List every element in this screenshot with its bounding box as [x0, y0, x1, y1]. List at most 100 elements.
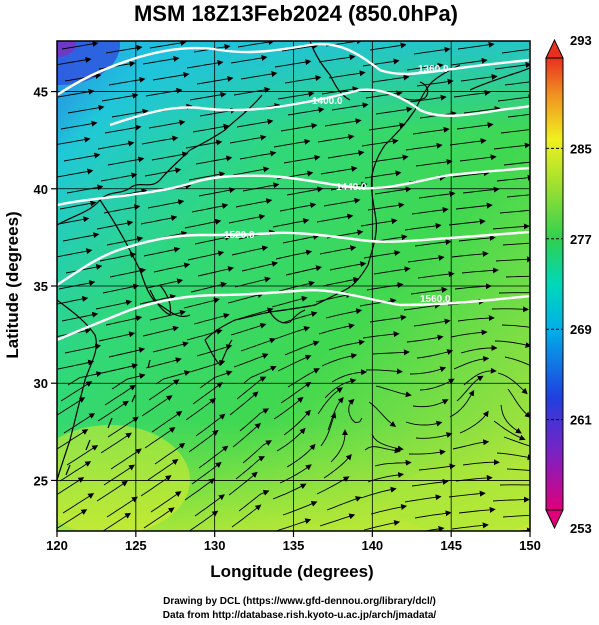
streamline [494, 61, 530, 70]
streamline [103, 464, 135, 486]
streamline [497, 372, 528, 395]
streamline [59, 200, 97, 210]
streamline [185, 398, 216, 421]
streamline [462, 459, 500, 466]
contour-label-1560: 1560.0 [420, 294, 451, 305]
x-tick-label: 150 [519, 538, 541, 553]
streamline [62, 493, 95, 514]
streamline [233, 86, 271, 96]
streamline [152, 341, 189, 353]
colorbar-tick-label: 277 [570, 232, 592, 247]
streamline [277, 91, 315, 100]
streamline [410, 286, 448, 295]
streamline [229, 134, 267, 144]
streamline [373, 266, 411, 275]
streamline [367, 471, 405, 483]
streamline [139, 294, 177, 305]
streamline [95, 299, 133, 310]
streamline [65, 264, 103, 274]
streamline [239, 150, 277, 160]
streamline [58, 280, 96, 290]
streamline [236, 118, 274, 128]
streamline [228, 471, 258, 496]
y-tick-label: 45 [34, 85, 48, 100]
streamline [403, 302, 441, 311]
streamline [414, 510, 452, 519]
streamline [500, 404, 522, 434]
streamline [64, 72, 102, 82]
streamline [232, 422, 261, 448]
streamline [97, 140, 135, 150]
streamline [452, 170, 490, 178]
streamline [108, 76, 146, 86]
streamline [364, 170, 402, 179]
streamline [195, 155, 233, 165]
streamline [365, 368, 403, 375]
streamline [149, 309, 186, 321]
streamline [375, 106, 413, 115]
streamline [188, 171, 226, 181]
warm-patch-east [390, 465, 530, 531]
streamline [452, 439, 490, 450]
streamline [462, 186, 500, 194]
streamline [98, 60, 136, 70]
streamline [416, 349, 454, 359]
streamline [279, 464, 312, 484]
streamline [321, 353, 358, 367]
streamline [315, 292, 353, 303]
streamline [57, 509, 88, 529]
streamline [185, 139, 223, 149]
streamline [503, 436, 530, 447]
streamline [413, 318, 451, 327]
streamline [323, 197, 361, 207]
streamline [362, 331, 400, 339]
streamline [505, 275, 530, 278]
streamline [194, 494, 225, 517]
streamline [409, 366, 447, 375]
streamline [235, 456, 265, 480]
streamline [57, 216, 90, 225]
streamline [189, 359, 226, 373]
streamline [189, 91, 227, 101]
streamline [406, 62, 444, 71]
streamline [141, 135, 179, 145]
streamline [463, 106, 501, 114]
streamline [271, 295, 308, 308]
streamline [328, 339, 365, 351]
streamline [96, 480, 128, 502]
streamline [448, 490, 486, 498]
streamline [318, 323, 355, 335]
streamline [241, 261, 279, 272]
streamline [370, 504, 408, 515]
colorbar-body [545, 57, 564, 511]
streamline [145, 357, 182, 369]
streamline [57, 295, 89, 305]
streamline [103, 204, 141, 214]
streamline [62, 232, 100, 242]
streamline [491, 306, 529, 313]
streamline [324, 118, 362, 127]
streamline [191, 461, 222, 485]
streamline [504, 81, 530, 86]
streamline [496, 452, 530, 461]
streamline [145, 87, 183, 97]
streamline [188, 429, 219, 453]
streamline [287, 368, 320, 388]
streamline [67, 371, 103, 386]
streamline [453, 355, 490, 370]
streamline [409, 94, 447, 103]
streamline [57, 429, 89, 450]
streamline [101, 363, 139, 374]
streamline [197, 266, 235, 277]
streamline [141, 395, 173, 417]
streamline [414, 239, 452, 247]
streamline [458, 506, 496, 514]
chart-title: MSM 18Z13Feb2024 (850.0hPa) [134, 1, 458, 26]
x-tick-label: 130 [204, 538, 226, 553]
streamline [493, 142, 530, 150]
streamline [191, 203, 229, 213]
streamline [143, 246, 181, 257]
streamline [66, 445, 99, 466]
streamline [283, 409, 311, 436]
